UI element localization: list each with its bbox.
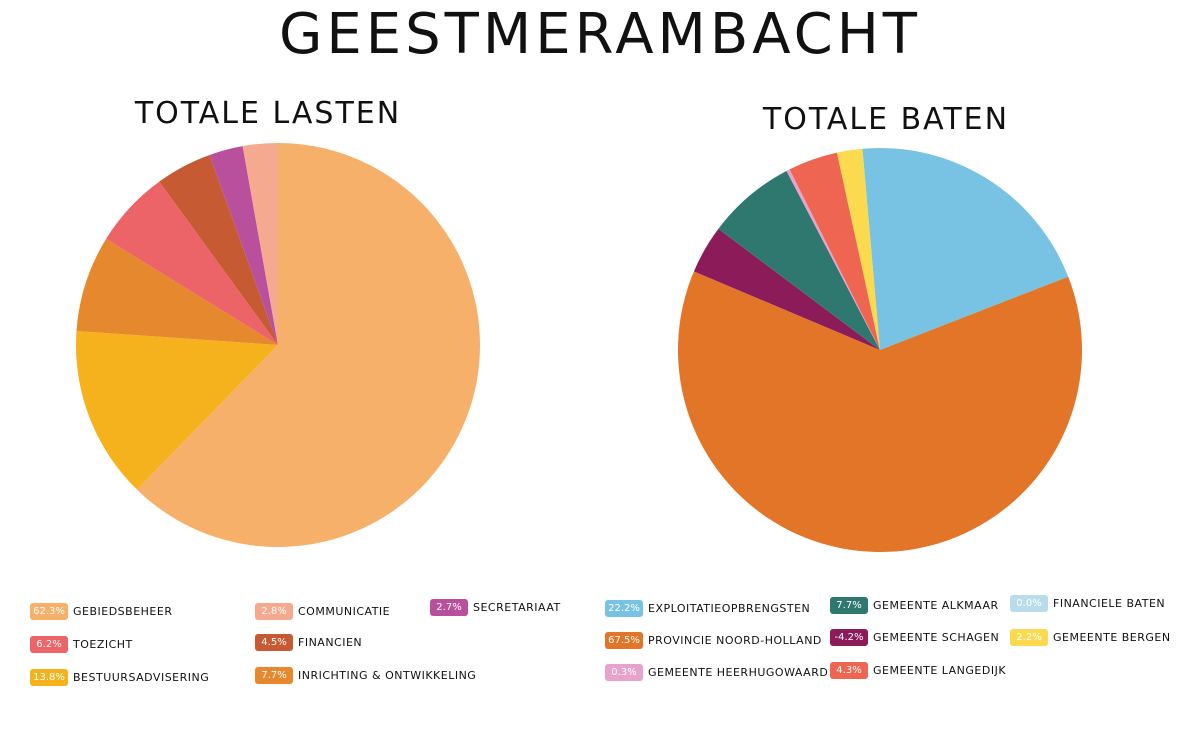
pie-slice-gemeente-schagen [693, 228, 880, 350]
legend-label-bestuursadvisering: BESTUURSADVISERING [73, 670, 210, 684]
legend-value-gemeente-heerhugowaard: 0.3% [605, 663, 643, 681]
legend-item-bestuursadvisering: 13.8% BESTUURSADVISERING [30, 667, 209, 687]
legend-item-gemeente-schagen: -4.2% GEMEENTE SCHAGEN [830, 627, 999, 647]
legend-value-gemeente-bergen: 2.2% [1010, 628, 1048, 646]
legend-item-provincie-noord-holland: 67.5% PROVINCIE NOORD-HOLLAND [605, 630, 822, 650]
pie-slice-gemeente-heerhugowaard [786, 169, 880, 350]
pie-slice-gemeente-bergen [836, 148, 880, 350]
legend-value-communicatie: 2.8% [255, 602, 293, 620]
pie-slice-financien [159, 154, 278, 345]
pie-chart-baten [678, 148, 1082, 553]
legend-label-financien: FINANCIEN [298, 635, 363, 649]
legend-item-gemeente-heerhugowaard: 0.3% GEMEENTE HEERHUGOWAARD [605, 662, 828, 682]
legend-item-gemeente-alkmaar: 7.7% GEMEENTE ALKMAAR [830, 595, 999, 615]
legend-label-provincie-noord-holland: PROVINCIE NOORD-HOLLAND [648, 633, 822, 647]
pie-slice-provincie-noord-holland [678, 271, 1082, 553]
legend-label-gemeente-bergen: GEMEENTE BERGEN [1053, 630, 1171, 644]
legend-item-gemeente-bergen: 2.2% GEMEENTE BERGEN [1010, 627, 1171, 647]
legend-value-inrichting-ontwikkeling: 7.7% [255, 666, 293, 684]
legend-label-gemeente-alkmaar: GEMEENTE ALKMAAR [873, 598, 999, 612]
legend-label-secretariaat: SECRETARIAAT [473, 600, 561, 614]
legend-value-gemeente-alkmaar: 7.7% [830, 596, 868, 614]
legend-label-exploitatieopbrengsten: EXPLOITATIEOPBRENGSTEN [648, 601, 811, 615]
legend-label-financiele-baten: FINANCIELE BATEN [1053, 596, 1166, 610]
legend-value-exploitatieopbrengsten: 22.2% [605, 599, 643, 617]
pie-slice-gebiedsbeheer [136, 143, 481, 547]
legend-item-secretariaat: 2.7% SECRETARIAAT [430, 597, 561, 617]
legend-label-inrichting-ontwikkeling: INRICHTING & ONTWIKKELING [298, 668, 477, 682]
legend-value-toezicht: 6.2% [30, 635, 68, 653]
page-title: GEESTMERAMBACHT [278, 2, 922, 67]
legend-item-exploitatieopbrengsten: 22.2% EXPLOITATIEOPBRENGSTEN [605, 598, 810, 618]
legend-label-gemeente-heerhugowaard: GEMEENTE HEERHUGOWAARD [648, 665, 829, 679]
legend-label-gemeente-schagen: GEMEENTE SCHAGEN [873, 630, 1000, 644]
pie-slice-exploitatieopbrengsten [862, 148, 1069, 350]
legend-value-gemeente-schagen: -4.2% [830, 628, 868, 646]
chart-title-baten: TOTALE BATEN [762, 102, 1010, 137]
pie-slice-secretariaat [209, 146, 278, 345]
pie-chart-lasten [76, 143, 481, 547]
legend-item-communicatie: 2.8% COMMUNICATIE [255, 601, 390, 621]
pie-slice-toezicht [106, 181, 278, 345]
legend-value-bestuursadvisering: 13.8% [30, 668, 68, 686]
legend-item-financien: 4.5% FINANCIEN [255, 632, 362, 652]
legend-label-gebiedsbeheer: GEBIEDSBEHEER [73, 604, 173, 618]
legend-value-financiele-baten: 0.0% [1010, 594, 1048, 612]
legend-label-toezicht: TOEZICHT [73, 637, 133, 651]
pie-slice-bestuursadvisering [76, 331, 278, 490]
pie-slice-communicatie [242, 143, 278, 345]
legend-value-gebiedsbeheer: 62.3% [30, 602, 68, 620]
legend-value-provincie-noord-holland: 67.5% [605, 631, 643, 649]
legend-item-inrichting-ontwikkeling: 7.7% INRICHTING & ONTWIKKELING [255, 665, 476, 685]
pie-slice-inrichting-ontwikkeling [76, 238, 279, 345]
legend-item-gebiedsbeheer: 62.3% GEBIEDSBEHEER [30, 601, 172, 621]
legend-item-financiele-baten: 0.0% FINANCIELE BATEN [1010, 593, 1165, 613]
legend-value-financien: 4.5% [255, 633, 293, 651]
legend-item-toezicht: 6.2% TOEZICHT [30, 634, 133, 654]
legend-value-secretariaat: 2.7% [430, 598, 468, 616]
pie-slice-gemeente-langedijk [789, 152, 880, 350]
pie-slice-gemeente-alkmaar [718, 170, 880, 350]
legend-label-gemeente-langedijk: GEMEENTE LANGEDIJK [873, 663, 1007, 677]
legend-item-gemeente-langedijk: 4.3% GEMEENTE LANGEDIJK [830, 660, 1006, 680]
chart-title-lasten: TOTALE LASTEN [134, 96, 402, 131]
legend-value-gemeente-langedijk: 4.3% [830, 661, 868, 679]
legend-label-communicatie: COMMUNICATIE [298, 604, 391, 618]
